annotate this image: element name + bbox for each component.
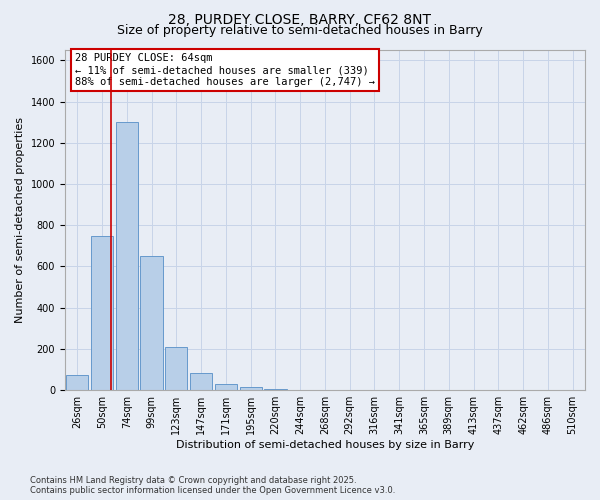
- Y-axis label: Number of semi-detached properties: Number of semi-detached properties: [15, 117, 25, 323]
- Text: 28, PURDEY CLOSE, BARRY, CF62 8NT: 28, PURDEY CLOSE, BARRY, CF62 8NT: [169, 12, 431, 26]
- Bar: [190, 372, 212, 390]
- Bar: [215, 384, 237, 390]
- Bar: [116, 122, 138, 390]
- Bar: [239, 387, 262, 390]
- Bar: [91, 236, 113, 390]
- Text: Contains HM Land Registry data © Crown copyright and database right 2025.
Contai: Contains HM Land Registry data © Crown c…: [30, 476, 395, 495]
- Text: Size of property relative to semi-detached houses in Barry: Size of property relative to semi-detach…: [117, 24, 483, 37]
- X-axis label: Distribution of semi-detached houses by size in Barry: Distribution of semi-detached houses by …: [176, 440, 474, 450]
- Bar: [264, 389, 287, 390]
- Bar: [66, 374, 88, 390]
- Bar: [140, 256, 163, 390]
- Text: 28 PURDEY CLOSE: 64sqm
← 11% of semi-detached houses are smaller (339)
88% of se: 28 PURDEY CLOSE: 64sqm ← 11% of semi-det…: [76, 54, 376, 86]
- Bar: [165, 347, 187, 390]
